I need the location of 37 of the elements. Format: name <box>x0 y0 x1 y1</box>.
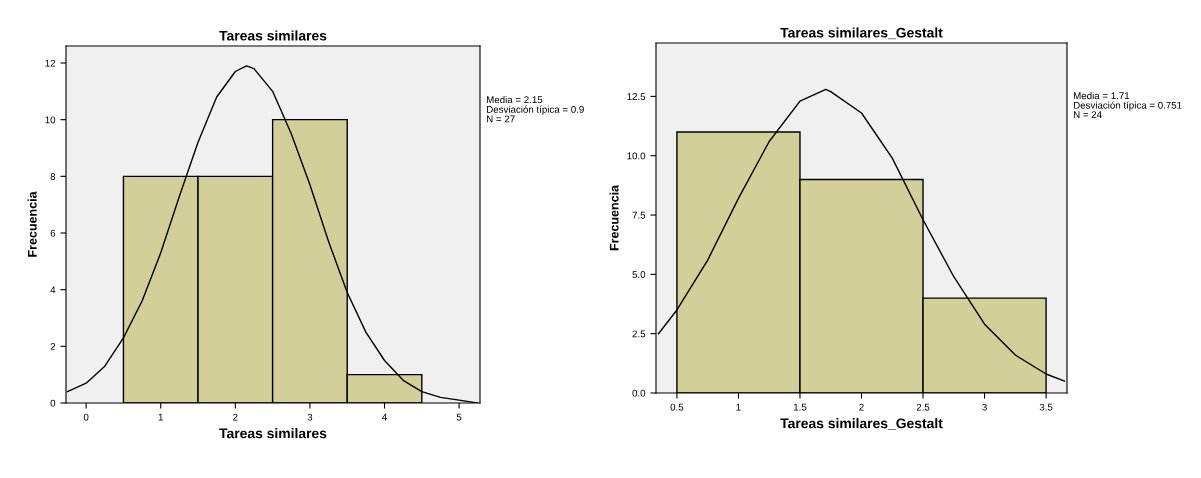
x-tick-label: 0 <box>83 413 89 421</box>
x-tick-label: 4 <box>382 413 387 421</box>
y-axis-title: Frecuencia <box>609 184 619 251</box>
text: Media = 2.15 <box>487 95 543 104</box>
y-tick-label: 8 <box>50 173 56 180</box>
x-tick-label: 2.5 <box>916 403 930 411</box>
text: N = 27 <box>487 115 515 123</box>
chart-title: Tareas similares_Gestalt <box>780 27 943 40</box>
y-tick-label: 0.0 <box>632 389 646 397</box>
y-axis-title: Frecuencia <box>27 191 37 257</box>
x-tick-label: 3 <box>307 413 313 421</box>
x-tick-label: 5 <box>456 413 462 421</box>
chart-title: Tareas similares <box>219 30 327 41</box>
y-tick-label: 2.5 <box>632 330 646 338</box>
y-tick-label: 5.0 <box>632 271 646 278</box>
text: N = 24 <box>1073 111 1102 118</box>
x-tick-label: 2 <box>233 413 238 421</box>
x-axis-title: Tareas similares_Gestalt <box>780 418 943 430</box>
text: Desviación típica = 0.751 <box>1073 101 1182 111</box>
x-tick-label: 0.5 <box>670 403 684 411</box>
text: Media = 1.71 <box>1073 92 1130 100</box>
y-tick-label: 10.0 <box>627 152 646 160</box>
x-axis-title: Tareas similares <box>219 428 327 439</box>
text: Desviación típica = 0.9 <box>487 105 584 115</box>
y-tick-label: 10 <box>45 116 56 124</box>
x-tick-label: 3 <box>982 403 987 411</box>
x-tick-label: 1 <box>158 413 163 421</box>
x-tick-label: 1 <box>736 403 741 411</box>
y-tick-label: 6 <box>50 229 56 237</box>
x-tick-label: 3.5 <box>1039 403 1053 411</box>
y-tick-label: 7.5 <box>632 211 646 219</box>
y-tick-label: 4 <box>50 286 56 294</box>
x-tick-label: 1.5 <box>793 403 807 411</box>
y-tick-label: 12.5 <box>627 93 646 101</box>
y-tick-label: 12 <box>45 59 56 67</box>
y-tick-label: 2 <box>50 343 56 350</box>
x-tick-label: 2 <box>859 403 864 411</box>
